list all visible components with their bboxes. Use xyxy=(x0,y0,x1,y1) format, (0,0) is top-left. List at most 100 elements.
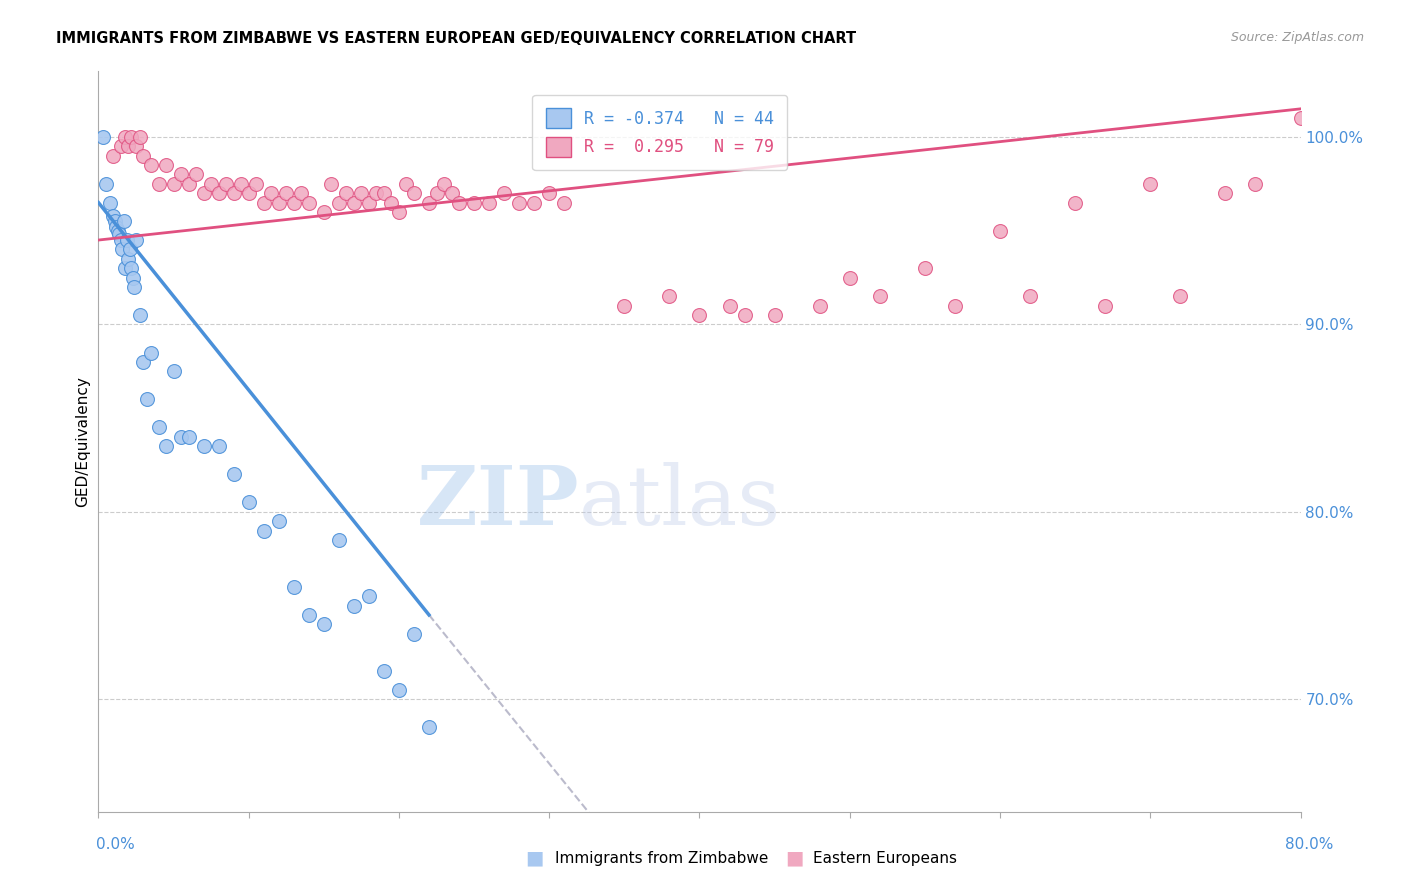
Point xyxy=(108,227,131,242)
Point xyxy=(114,130,136,145)
Point xyxy=(1094,299,1116,313)
Point xyxy=(139,345,162,359)
Legend: R = -0.374   N = 44, R =  0.295   N = 79: R = -0.374 N = 44, R = 0.295 N = 79 xyxy=(533,95,787,170)
Point xyxy=(238,495,260,509)
Point xyxy=(1215,186,1237,201)
Point xyxy=(215,177,238,191)
Point xyxy=(112,214,135,228)
Point xyxy=(148,420,170,434)
Point xyxy=(613,299,636,313)
Point xyxy=(357,589,380,603)
Text: ZIP: ZIP xyxy=(416,462,579,542)
Text: ■: ■ xyxy=(524,848,544,868)
Point xyxy=(395,177,418,191)
Point xyxy=(328,533,350,547)
Point xyxy=(162,364,184,378)
Point xyxy=(335,186,357,201)
Point xyxy=(117,252,139,266)
Point xyxy=(734,308,756,322)
Point xyxy=(139,158,162,172)
Point xyxy=(1064,195,1087,210)
Point xyxy=(193,439,215,453)
Point xyxy=(222,467,245,482)
Point xyxy=(425,186,447,201)
Point xyxy=(988,224,1011,238)
Y-axis label: GED/Equivalency: GED/Equivalency xyxy=(75,376,90,507)
Point xyxy=(208,439,231,453)
Point xyxy=(388,682,411,697)
Point xyxy=(111,243,134,257)
Point xyxy=(222,186,245,201)
Point xyxy=(121,261,143,276)
Point xyxy=(118,243,141,257)
Point xyxy=(343,599,366,613)
Point xyxy=(100,195,122,210)
Point xyxy=(290,186,312,201)
Point xyxy=(238,186,260,201)
Point xyxy=(688,308,710,322)
Text: 80.0%: 80.0% xyxy=(1285,838,1333,852)
Point xyxy=(1170,289,1192,303)
Point xyxy=(553,195,575,210)
Point xyxy=(373,186,395,201)
Point xyxy=(1139,177,1161,191)
Point xyxy=(260,186,283,201)
Point xyxy=(124,280,146,294)
Point xyxy=(253,524,276,538)
Point xyxy=(402,186,425,201)
Point xyxy=(718,299,741,313)
Point xyxy=(121,130,143,145)
Point xyxy=(104,214,127,228)
Point xyxy=(170,168,193,182)
Point xyxy=(245,177,267,191)
Point xyxy=(538,186,561,201)
Point xyxy=(440,186,463,201)
Point xyxy=(1244,177,1267,191)
Text: atlas: atlas xyxy=(579,462,782,542)
Point xyxy=(129,130,152,145)
Point xyxy=(110,233,132,247)
Point xyxy=(155,158,177,172)
Point xyxy=(117,139,139,153)
Point xyxy=(91,130,114,145)
Point xyxy=(418,195,440,210)
Point xyxy=(132,355,155,369)
Point xyxy=(129,308,152,322)
Point xyxy=(125,139,148,153)
Point xyxy=(155,439,177,453)
Point xyxy=(328,195,350,210)
Point xyxy=(177,430,200,444)
Point xyxy=(208,186,231,201)
Point xyxy=(298,607,321,622)
Point xyxy=(105,219,128,234)
Point xyxy=(478,195,501,210)
Point xyxy=(177,177,200,191)
Point xyxy=(170,430,193,444)
Text: Immigrants from Zimbabwe: Immigrants from Zimbabwe xyxy=(555,851,769,865)
Point xyxy=(763,308,786,322)
Point xyxy=(869,289,891,303)
Point xyxy=(494,186,516,201)
Point xyxy=(114,261,136,276)
Point xyxy=(914,261,936,276)
Point xyxy=(184,168,207,182)
Point xyxy=(350,186,373,201)
Text: 0.0%: 0.0% xyxy=(96,838,135,852)
Point xyxy=(103,149,125,163)
Point xyxy=(433,177,456,191)
Point xyxy=(312,617,335,632)
Point xyxy=(162,177,184,191)
Point xyxy=(943,299,966,313)
Text: ■: ■ xyxy=(785,848,804,868)
Point xyxy=(402,626,425,640)
Point xyxy=(200,177,222,191)
Point xyxy=(193,186,215,201)
Point xyxy=(508,195,530,210)
Point xyxy=(366,186,388,201)
Point xyxy=(107,224,129,238)
Point xyxy=(373,664,395,678)
Point xyxy=(447,195,470,210)
Point xyxy=(357,195,380,210)
Point xyxy=(122,270,145,285)
Point xyxy=(1019,289,1042,303)
